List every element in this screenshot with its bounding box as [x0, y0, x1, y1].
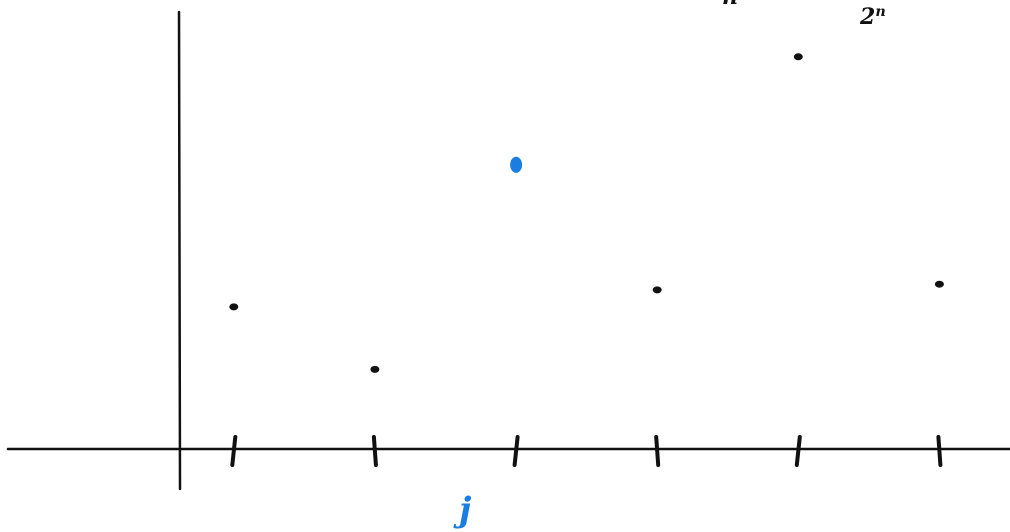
x-tick: [512, 435, 520, 467]
x-tick: [936, 435, 943, 467]
annotation-sup: n: [875, 4, 886, 21]
data-point: [652, 286, 662, 294]
x-tick: [230, 435, 238, 467]
annotation-base: 2: [860, 4, 876, 30]
annotation-label: n: [722, 0, 738, 8]
y-axis: [177, 10, 182, 491]
x-tick: [371, 435, 378, 467]
x-tick: [794, 435, 802, 467]
x-tick: [654, 435, 661, 467]
data-points: [229, 53, 944, 373]
data-point: [793, 53, 803, 61]
annotation-base: n: [722, 0, 738, 10]
annotation-label: 2n: [860, 4, 886, 30]
x-axis-label: j: [459, 490, 472, 530]
data-point: [370, 365, 380, 373]
data-point: [934, 280, 944, 288]
data-point: [229, 303, 239, 311]
x-ticks: [230, 435, 943, 467]
highlighted-data-point: [510, 156, 523, 173]
